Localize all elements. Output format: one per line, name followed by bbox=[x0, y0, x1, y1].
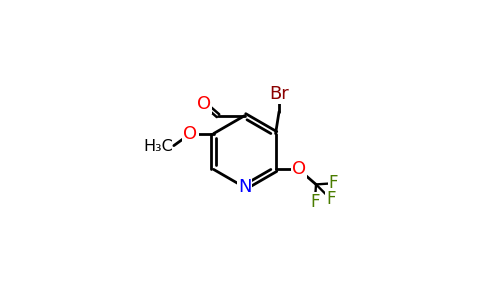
Text: O: O bbox=[292, 160, 306, 178]
Text: O: O bbox=[183, 124, 197, 142]
Text: F: F bbox=[326, 190, 336, 208]
Text: F: F bbox=[329, 174, 338, 192]
Text: H₃C: H₃C bbox=[143, 139, 173, 154]
Text: F: F bbox=[310, 193, 319, 211]
Text: N: N bbox=[238, 178, 251, 196]
Text: Br: Br bbox=[269, 85, 289, 103]
Text: O: O bbox=[197, 95, 211, 113]
